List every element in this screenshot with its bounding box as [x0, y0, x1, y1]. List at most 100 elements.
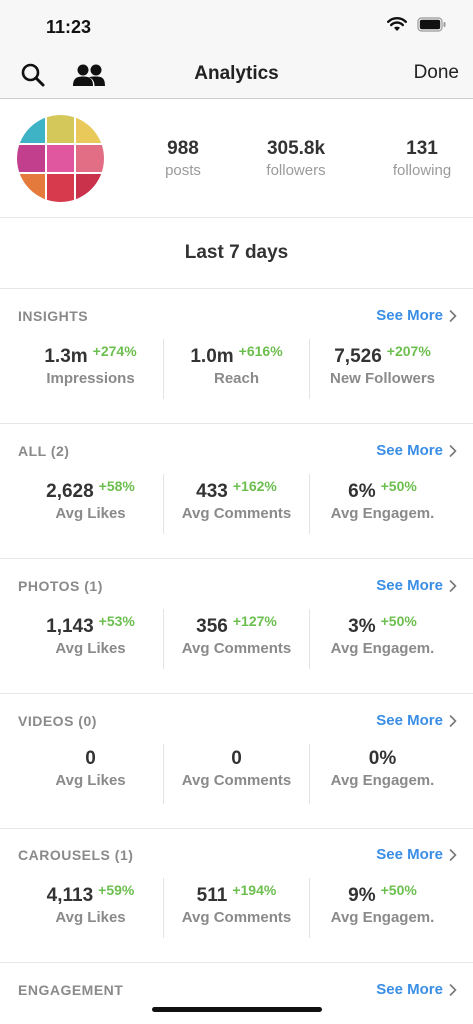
metric[interactable]: 433 +162% Avg Comments	[163, 474, 309, 534]
metric-value-row: 433 +162%	[164, 478, 309, 503]
following-label: following	[392, 162, 452, 179]
section-title: ALL (2)	[18, 443, 70, 459]
period-label: Last 7 days	[184, 242, 289, 263]
metric-value: 1.0m	[190, 346, 234, 367]
section-videos: VIDEOS (0) See More 0 Avg Likes 0 Avg Comment…	[0, 694, 473, 829]
see-more-label: See More	[376, 307, 443, 324]
metric[interactable]: 6% +50% Avg Engagem.	[309, 474, 455, 534]
see-more-link[interactable]: See More	[376, 712, 457, 729]
metric-delta: +194%	[232, 882, 277, 898]
avatar-tile	[17, 115, 45, 143]
avatar-tile	[76, 144, 104, 173]
period-selector[interactable]: Last 7 days	[0, 219, 473, 289]
metric-label: Avg Comments	[181, 505, 292, 522]
avatar-tile	[17, 174, 45, 202]
metric[interactable]: 2,628 +58% Avg Likes	[18, 474, 163, 534]
metric[interactable]: 1.3m +274% Impressions	[18, 339, 163, 399]
metric-label: Avg Engagem.	[330, 772, 435, 789]
metric-value: 511	[196, 885, 228, 906]
metric-label: New Followers	[329, 370, 436, 387]
metric-value: 6%	[348, 481, 376, 502]
metric-value-row: 7,526 +207%	[310, 343, 455, 368]
metric-label: Avg Engagem.	[330, 909, 435, 926]
metric-delta: +127%	[232, 613, 277, 629]
see-more-label: See More	[376, 442, 443, 459]
see-more-link[interactable]: See More	[376, 307, 457, 324]
metric-value-row: 4,113 +59%	[18, 882, 163, 907]
status-time: 11:23	[46, 17, 92, 37]
home-indicator	[152, 1007, 322, 1012]
metric-delta: +58%	[98, 478, 135, 494]
metric-value: 0	[231, 748, 242, 769]
profile-summary: 988 posts 305.8k followers 131 following	[0, 100, 473, 218]
metric-label: Impressions	[46, 370, 135, 387]
metrics-row: 2,628 +58% Avg Likes 433 +162% Avg Comments 6%…	[18, 474, 455, 534]
metric[interactable]: 4,113 +59% Avg Likes	[18, 878, 163, 938]
metric[interactable]: 9% +50% Avg Engagem.	[309, 878, 455, 938]
metric[interactable]: 3% +50% Avg Engagem.	[309, 609, 455, 669]
metric-delta: +616%	[238, 343, 283, 359]
avatar-tile	[17, 144, 45, 173]
see-more-label: See More	[376, 846, 443, 863]
metrics-row: 1,143 +53% Avg Likes 356 +127% Avg Comments 3%…	[18, 609, 455, 669]
chevron-right-icon	[449, 983, 457, 996]
metric[interactable]: 1,143 +53% Avg Likes	[18, 609, 163, 669]
metric[interactable]: 356 +127% Avg Comments	[163, 609, 309, 669]
metric[interactable]: 0 Avg Comments	[163, 744, 309, 804]
status-bar: 11:23	[0, 0, 473, 50]
metric-value-row: 356 +127%	[164, 613, 309, 638]
metric-delta: +162%	[232, 478, 277, 494]
section-title: INSIGHTS	[18, 308, 89, 324]
battery-icon	[417, 17, 446, 32]
chevron-right-icon	[449, 579, 457, 592]
section-photos: PHOTOS (1) See More 1,143 +53% Avg Likes 356 +…	[0, 559, 473, 694]
metric-delta: +50%	[380, 882, 417, 898]
metric[interactable]: 0 Avg Likes	[18, 744, 163, 804]
followers-count: 305.8k	[266, 138, 326, 159]
stat-following: 131 following	[362, 138, 473, 179]
metric[interactable]: 1.0m +616% Reach	[163, 339, 309, 399]
metric-value: 7,526	[334, 346, 382, 367]
nav-bar: Analytics Done	[0, 50, 473, 99]
see-more-link[interactable]: See More	[376, 981, 457, 998]
section-all: ALL (2) See More 2,628 +58% Avg Likes 433 +162…	[0, 424, 473, 559]
search-icon[interactable]	[20, 62, 46, 88]
metric-value-row: 0%	[310, 748, 455, 770]
chevron-right-icon	[449, 444, 457, 457]
users-icon[interactable]	[72, 62, 106, 88]
metric-value-row: 0	[18, 748, 163, 770]
metric-value-row: 1.3m +274%	[18, 343, 163, 368]
done-button[interactable]: Done	[413, 62, 459, 83]
metrics-row: 4,113 +59% Avg Likes 511 +194% Avg Comments 9%…	[18, 878, 455, 938]
metric-label: Avg Likes	[55, 640, 126, 657]
metric-value-row: 2,628 +58%	[18, 478, 163, 503]
metric-value-row: 1.0m +616%	[164, 343, 309, 368]
metric-value: 1.3m	[44, 346, 88, 367]
metric-value-row: 9% +50%	[310, 882, 455, 907]
page-title: Analytics	[194, 63, 279, 84]
wifi-icon	[387, 17, 407, 31]
metric-delta: +50%	[380, 613, 417, 629]
metric-label: Reach	[213, 370, 260, 387]
avatar-tile	[46, 115, 75, 143]
stat-followers: 305.8k followers	[236, 138, 356, 179]
see-more-link[interactable]: See More	[376, 577, 457, 594]
see-more-link[interactable]: See More	[376, 846, 457, 863]
metric-label: Avg Comments	[181, 772, 292, 789]
metric-value: 433	[196, 481, 228, 502]
metric-value-row: 3% +50%	[310, 613, 455, 638]
metric-delta: +53%	[98, 613, 135, 629]
metrics-row: 0 Avg Likes 0 Avg Comments 0% Avg Engagem.	[18, 744, 455, 804]
metric-label: Avg Likes	[55, 505, 126, 522]
metric-delta: +207%	[386, 343, 431, 359]
metric-label: Avg Engagem.	[330, 505, 435, 522]
see-more-link[interactable]: See More	[376, 442, 457, 459]
metric[interactable]: 0% Avg Engagem.	[309, 744, 455, 804]
metric-value-row: 1,143 +53%	[18, 613, 163, 638]
metric[interactable]: 7,526 +207% New Followers	[309, 339, 455, 399]
avatar[interactable]	[17, 115, 104, 202]
metric[interactable]: 511 +194% Avg Comments	[163, 878, 309, 938]
followers-label: followers	[266, 162, 326, 179]
metric-label: Avg Likes	[55, 909, 126, 926]
avatar-tile	[76, 115, 104, 143]
